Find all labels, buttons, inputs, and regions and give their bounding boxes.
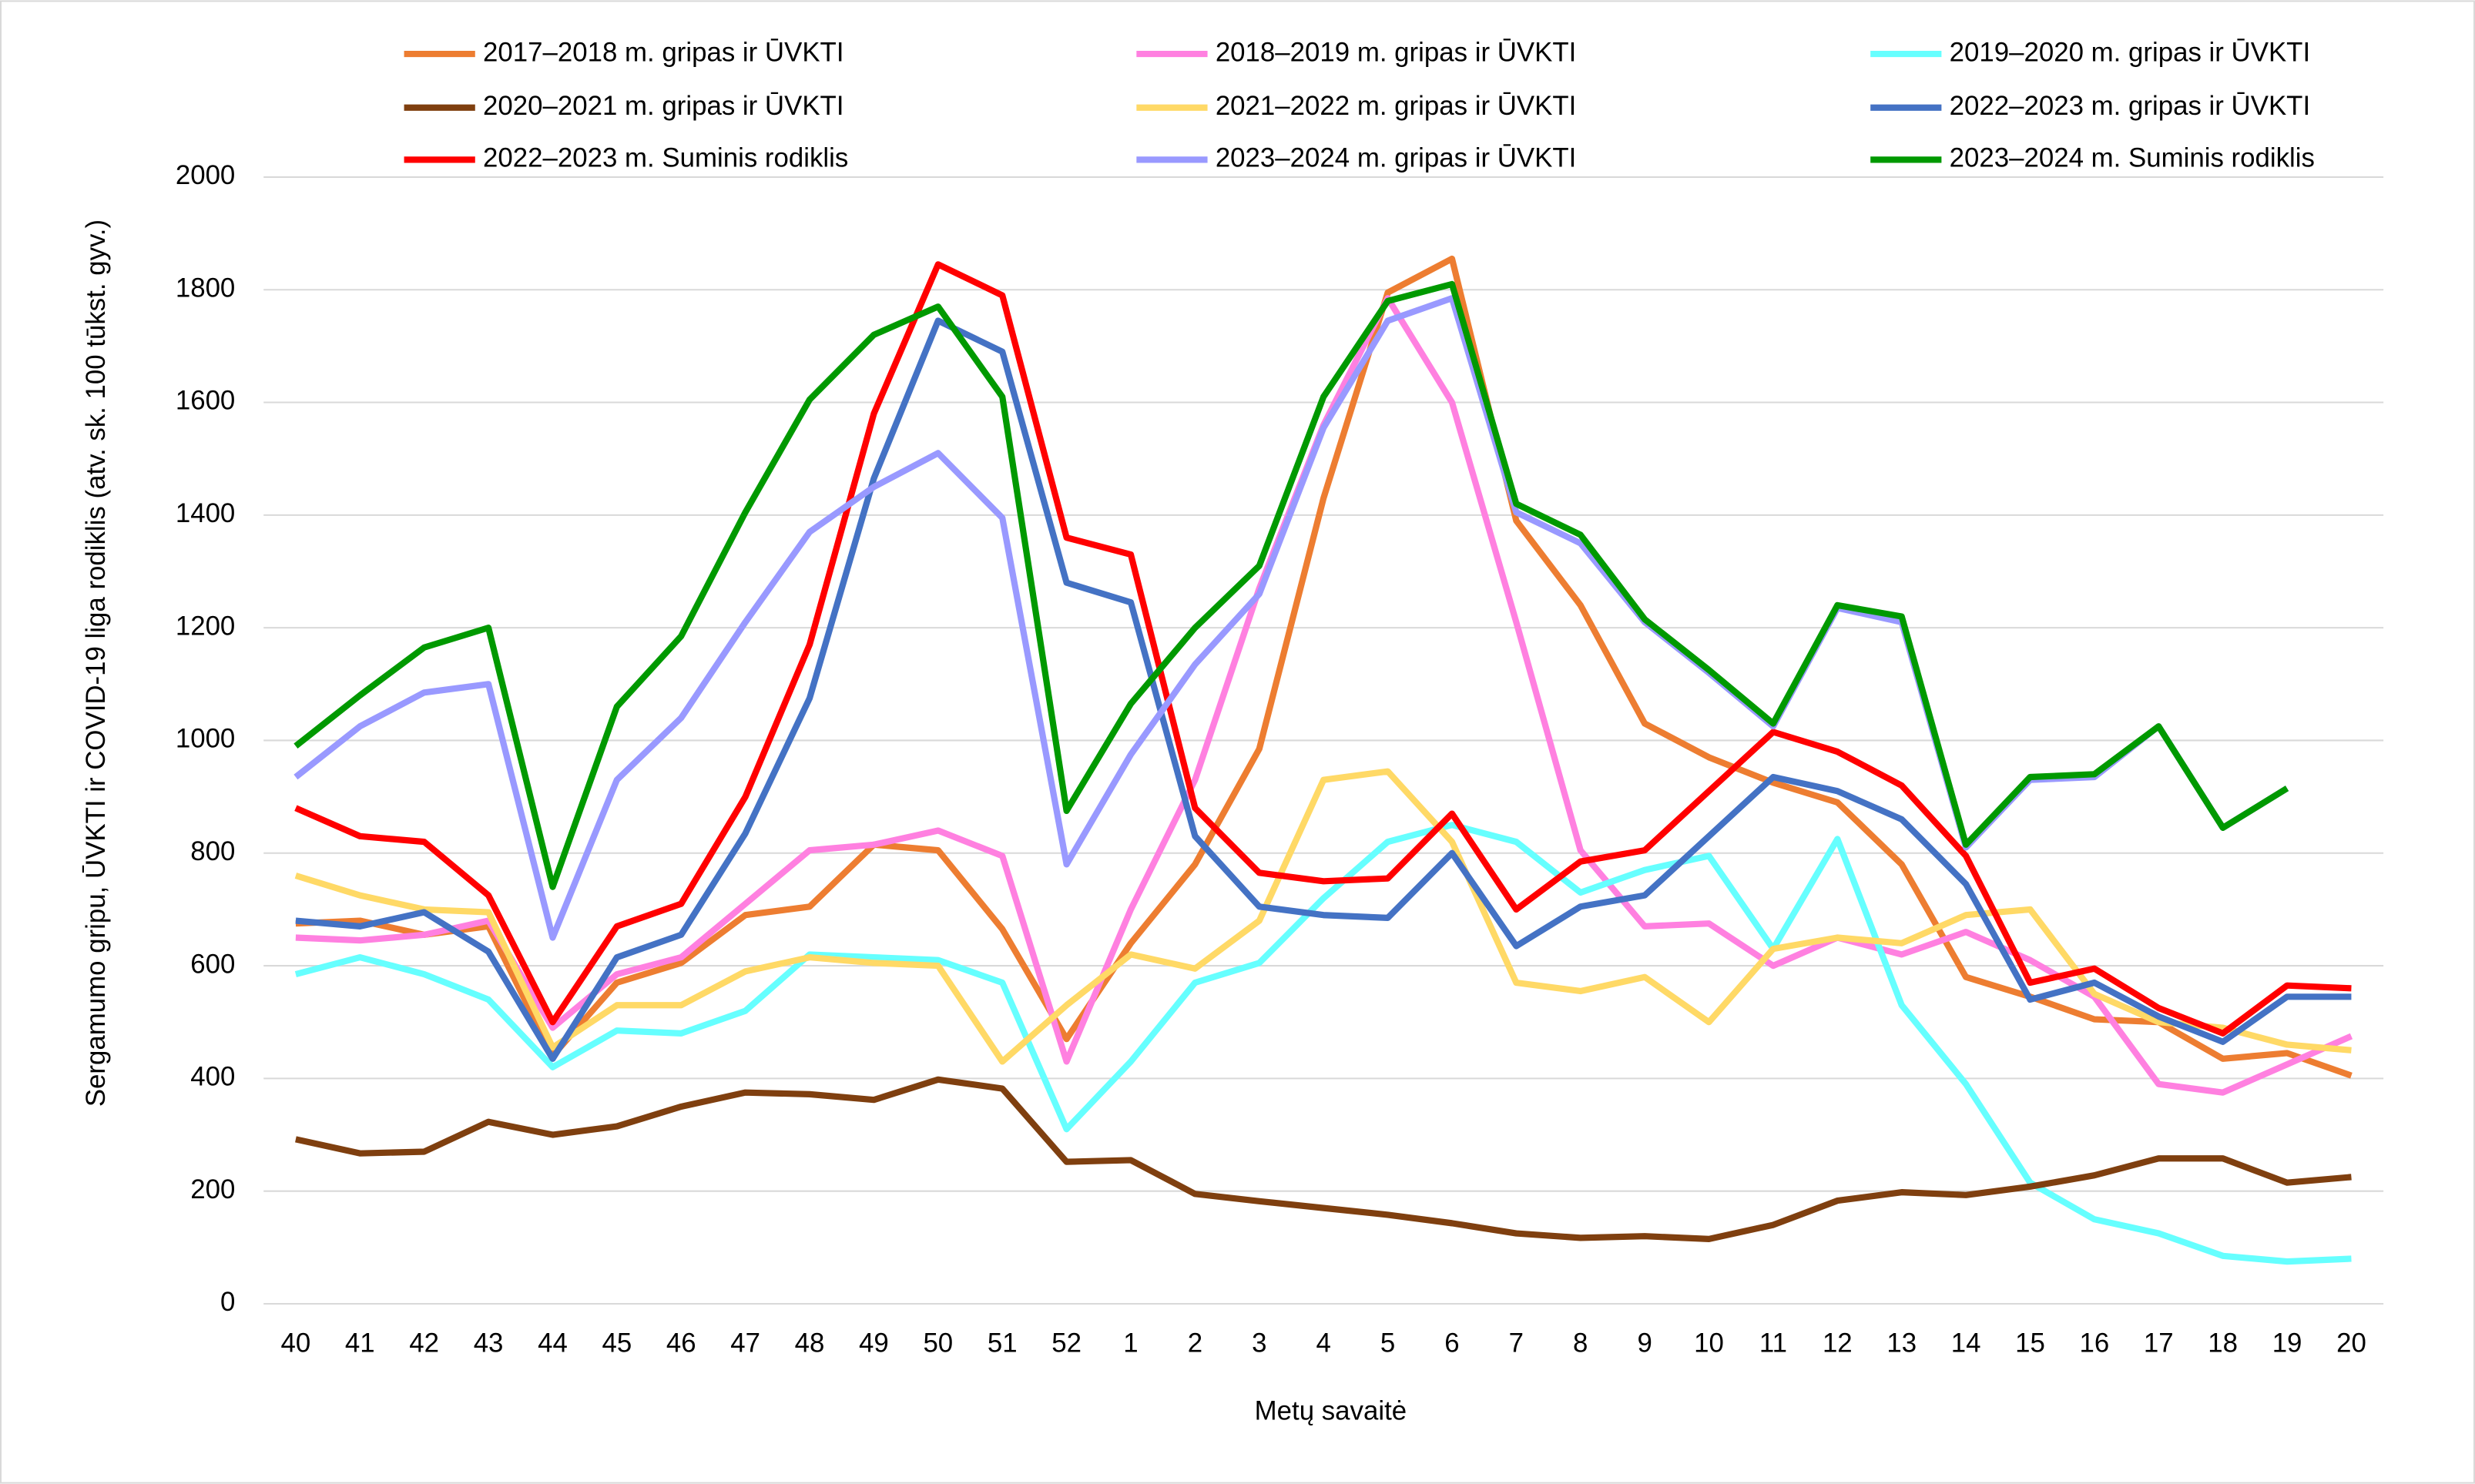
y-tick-label: 200 xyxy=(190,1174,235,1204)
y-tick-label: 800 xyxy=(190,836,235,866)
x-tick-label: 2 xyxy=(1188,1328,1202,1358)
x-tick-label: 45 xyxy=(602,1328,632,1358)
y-tick-label: 400 xyxy=(190,1062,235,1092)
x-tick-label: 8 xyxy=(1573,1328,1588,1358)
x-tick-label: 50 xyxy=(923,1328,953,1358)
series-line xyxy=(293,280,2289,890)
x-tick-label: 51 xyxy=(988,1328,1018,1358)
series-line xyxy=(294,822,2352,1265)
y-tick-label: 600 xyxy=(190,949,235,979)
legend-label: 2018–2019 m. gripas ir ŪVKTI xyxy=(1216,37,1576,67)
legend-label: 2023–2024 m. Suminis rodiklis xyxy=(1950,143,2315,173)
y-axis-title: Sergamumo gripu, ŪVKTI ir COVID-19 liga … xyxy=(81,219,111,1107)
x-tick-label: 52 xyxy=(1051,1328,1082,1358)
legend-label: 2022–2023 m. Suminis rodiklis xyxy=(483,143,848,173)
x-tick-label: 3 xyxy=(1252,1328,1266,1358)
x-tick-label: 16 xyxy=(2080,1328,2110,1358)
series-line xyxy=(294,261,2352,1037)
x-tick-label: 9 xyxy=(1637,1328,1652,1358)
y-tick-label: 1600 xyxy=(176,386,235,416)
x-tick-label: 11 xyxy=(1759,1328,1787,1358)
x-tick-label: 49 xyxy=(859,1328,889,1358)
legend-label: 2022–2023 m. gripas ir ŪVKTI xyxy=(1950,91,2310,121)
x-tick-label: 14 xyxy=(1951,1328,1981,1358)
x-tick-label: 13 xyxy=(1886,1328,1917,1358)
x-tick-label: 20 xyxy=(2336,1328,2366,1358)
series-line xyxy=(295,255,2353,1079)
legend-label: 2023–2024 m. gripas ir ŪVKTI xyxy=(1216,143,1576,173)
y-tick-label: 1400 xyxy=(176,498,235,528)
series-line xyxy=(295,317,2352,1062)
series-line xyxy=(295,1076,2352,1242)
y-tick-label: 0 xyxy=(220,1287,235,1317)
x-tick-label: 44 xyxy=(538,1328,568,1358)
x-tick-label: 12 xyxy=(1823,1328,1853,1358)
x-tick-label: 19 xyxy=(2272,1328,2302,1358)
x-tick-label: 7 xyxy=(1509,1328,1524,1358)
legend-label: 2019–2020 m. gripas ir ŪVKTI xyxy=(1950,37,2310,67)
y-tick-label: 2000 xyxy=(176,160,235,190)
legend-label: 2020–2021 m. gripas ir ŪVKTI xyxy=(483,91,843,121)
x-tick-label: 5 xyxy=(1380,1328,1395,1358)
series-line xyxy=(294,768,2352,1065)
y-tick-label: 1000 xyxy=(176,724,235,754)
x-tick-label: 46 xyxy=(666,1328,696,1358)
x-tick-label: 6 xyxy=(1444,1328,1459,1358)
legend-label: 2021–2022 m. gripas ir ŪVKTI xyxy=(1216,91,1576,121)
x-tick-label: 43 xyxy=(474,1328,504,1358)
x-tick-label: 1 xyxy=(1123,1328,1138,1358)
x-tick-label: 48 xyxy=(795,1328,825,1358)
x-tick-label: 41 xyxy=(345,1328,375,1358)
y-tick-label: 1200 xyxy=(176,611,235,641)
x-tick-label: 15 xyxy=(2015,1328,2045,1358)
x-tick-label: 10 xyxy=(1694,1328,1724,1358)
x-axis-title: Metų savaitė xyxy=(1255,1396,1407,1426)
x-tick-label: 40 xyxy=(281,1328,311,1358)
legend-label: 2017–2018 m. gripas ir ŪVKTI xyxy=(483,37,843,67)
x-tick-label: 4 xyxy=(1316,1328,1330,1358)
x-tick-label: 47 xyxy=(730,1328,760,1358)
x-tick-label: 42 xyxy=(409,1328,439,1358)
x-tick-label: 18 xyxy=(2208,1328,2238,1358)
x-tick-label: 17 xyxy=(2144,1328,2174,1358)
y-tick-label: 1800 xyxy=(176,273,235,303)
